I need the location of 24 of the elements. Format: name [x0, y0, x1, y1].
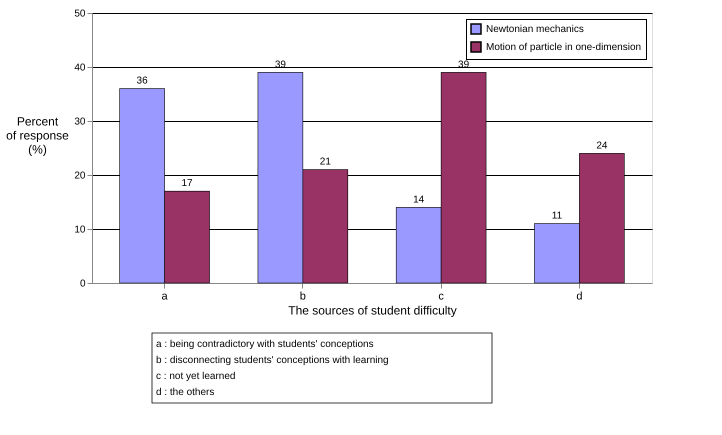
x-tick-label: c	[438, 290, 444, 302]
data-label: 24	[596, 140, 608, 152]
x-tick-label: d	[576, 290, 582, 302]
y-tick-label: 50	[74, 8, 86, 20]
legend-label: Motion of particle in one-dimension	[486, 42, 642, 53]
text: a : being contradictory with students' conceptions	[156, 339, 374, 350]
y-tick-label: 0	[80, 278, 86, 290]
data-label: 21	[320, 156, 332, 168]
text: b : disconnecting students' conceptions with learning	[156, 355, 389, 366]
text: d : the others	[156, 387, 214, 398]
y-tick-label: 10	[74, 224, 86, 236]
legend-label: Newtonian mechanics	[486, 24, 584, 35]
data-label: 14	[413, 194, 425, 206]
y-tick-label: 40	[74, 62, 86, 74]
x-axis-title: The sources of student difficulty	[288, 304, 457, 318]
data-label: 17	[182, 178, 194, 190]
text: c : not yet learned	[156, 371, 236, 382]
y-tick-label: 30	[74, 116, 86, 128]
x-tick-label: b	[300, 290, 306, 302]
x-tick-label: a	[162, 290, 169, 302]
data-label: 36	[136, 76, 148, 87]
y-tick-label: 20	[74, 170, 86, 182]
y-axis-title: Percent of response (%)	[6, 114, 70, 156]
data-label: 11	[552, 210, 563, 222]
